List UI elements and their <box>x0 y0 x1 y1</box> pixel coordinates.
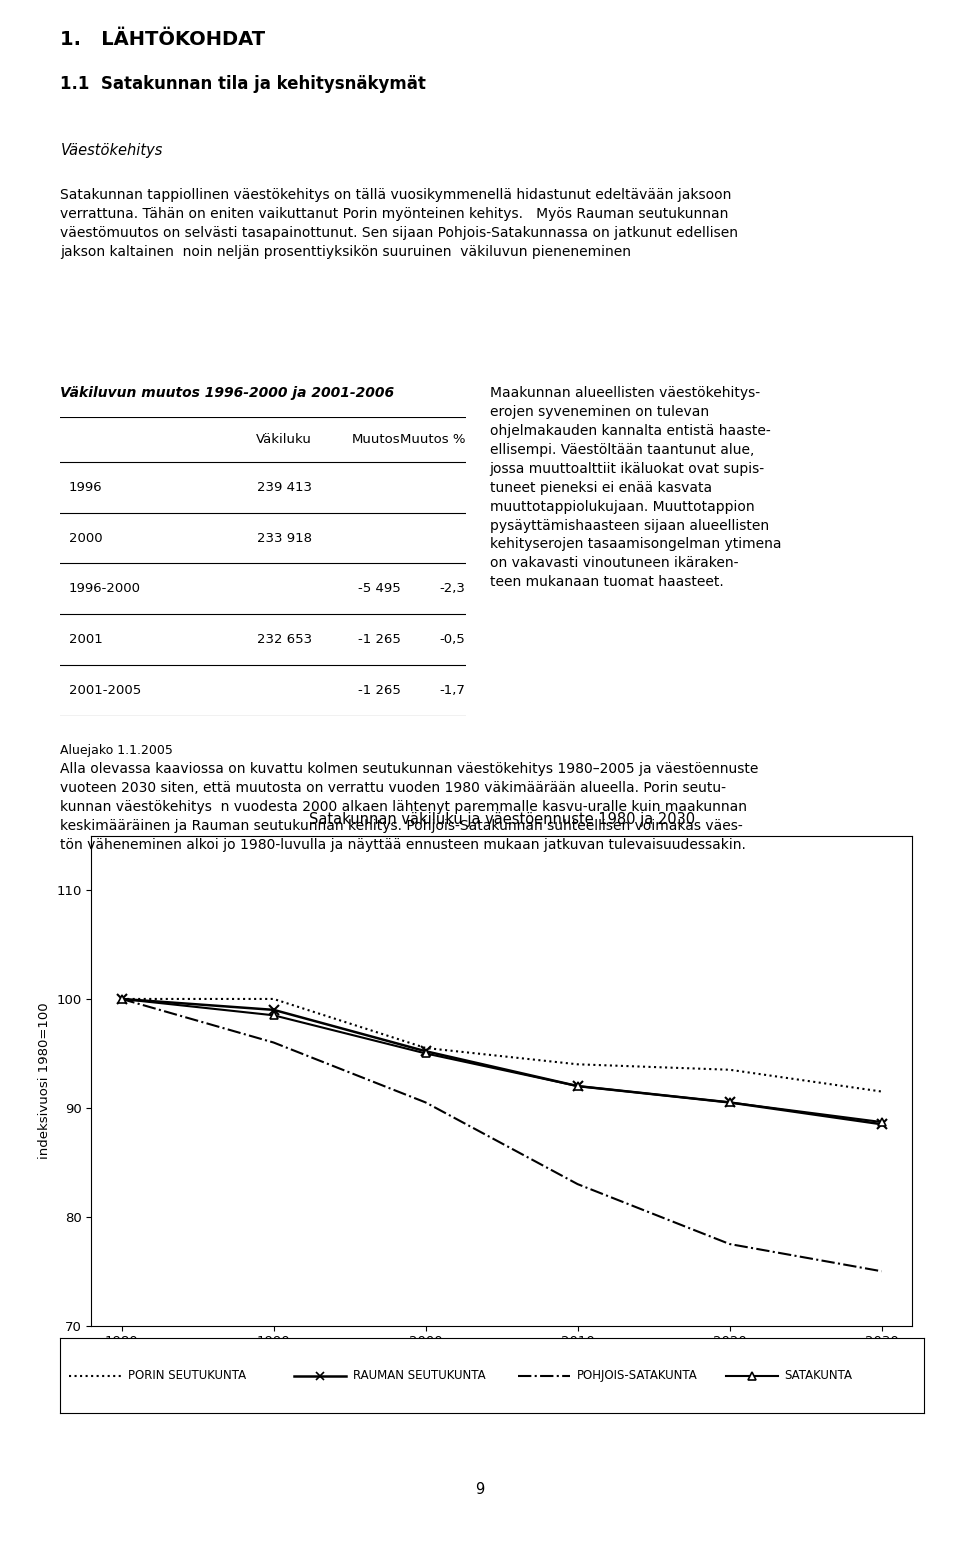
Text: 2001-2005: 2001-2005 <box>68 685 141 697</box>
Text: Väestökehitys: Väestökehitys <box>60 143 163 159</box>
Text: 1.   LÄHTÖKOHDAT: 1. LÄHTÖKOHDAT <box>60 30 266 48</box>
Text: Alla olevassa kaaviossa on kuvattu kolmen seutukunnan väestökehitys 1980–2005 ja: Alla olevassa kaaviossa on kuvattu kolme… <box>60 762 758 853</box>
Text: Väkiluvun muutos 1996-2000 ja 2001-2006: Väkiluvun muutos 1996-2000 ja 2001-2006 <box>60 386 395 400</box>
Text: PORIN SEUTUKUNTA: PORIN SEUTUKUNTA <box>128 1369 246 1382</box>
Text: -2,3: -2,3 <box>440 582 466 596</box>
Text: 233 918: 233 918 <box>256 532 312 545</box>
Text: POHJOIS-SATAKUNTA: POHJOIS-SATAKUNTA <box>577 1369 698 1382</box>
Text: -0,5: -0,5 <box>440 633 466 646</box>
Text: Väkiluku: Väkiluku <box>255 433 312 447</box>
Text: 2000: 2000 <box>68 532 102 545</box>
Text: 239 413: 239 413 <box>256 481 312 493</box>
Text: 232 653: 232 653 <box>256 633 312 646</box>
Text: 9: 9 <box>475 1481 485 1497</box>
Text: Aluejako 1.1.2005: Aluejako 1.1.2005 <box>60 744 174 756</box>
Text: -1,7: -1,7 <box>440 685 466 697</box>
Y-axis label: indeksivuosi 1980=100: indeksivuosi 1980=100 <box>37 1002 51 1159</box>
Text: 1996-2000: 1996-2000 <box>68 582 140 596</box>
Text: Satakunnan tappiollinen väestökehitys on tällä vuosikymmenellä hidastunut edeltä: Satakunnan tappiollinen väestökehitys on… <box>60 188 738 260</box>
Text: SATAKUNTA: SATAKUNTA <box>784 1369 852 1382</box>
Text: Muutos: Muutos <box>352 433 400 447</box>
Text: -5 495: -5 495 <box>358 582 400 596</box>
Text: RAUMAN SEUTUKUNTA: RAUMAN SEUTUKUNTA <box>352 1369 485 1382</box>
Text: Muutos %: Muutos % <box>400 433 466 447</box>
Text: 1.1  Satakunnan tila ja kehitysnäkymät: 1.1 Satakunnan tila ja kehitysnäkymät <box>60 75 426 93</box>
Text: Maakunnan alueellisten väestökehitys-
erojen syveneminen on tulevan
ohjelmakaude: Maakunnan alueellisten väestökehitys- er… <box>490 386 781 590</box>
Title: Satakunnan väkiluku ja väestöennuste 1980 ja 2030: Satakunnan väkiluku ja väestöennuste 198… <box>308 812 695 828</box>
Text: -1 265: -1 265 <box>358 633 400 646</box>
Text: 2001: 2001 <box>68 633 103 646</box>
Text: 1996: 1996 <box>68 481 102 493</box>
Text: -1 265: -1 265 <box>358 685 400 697</box>
